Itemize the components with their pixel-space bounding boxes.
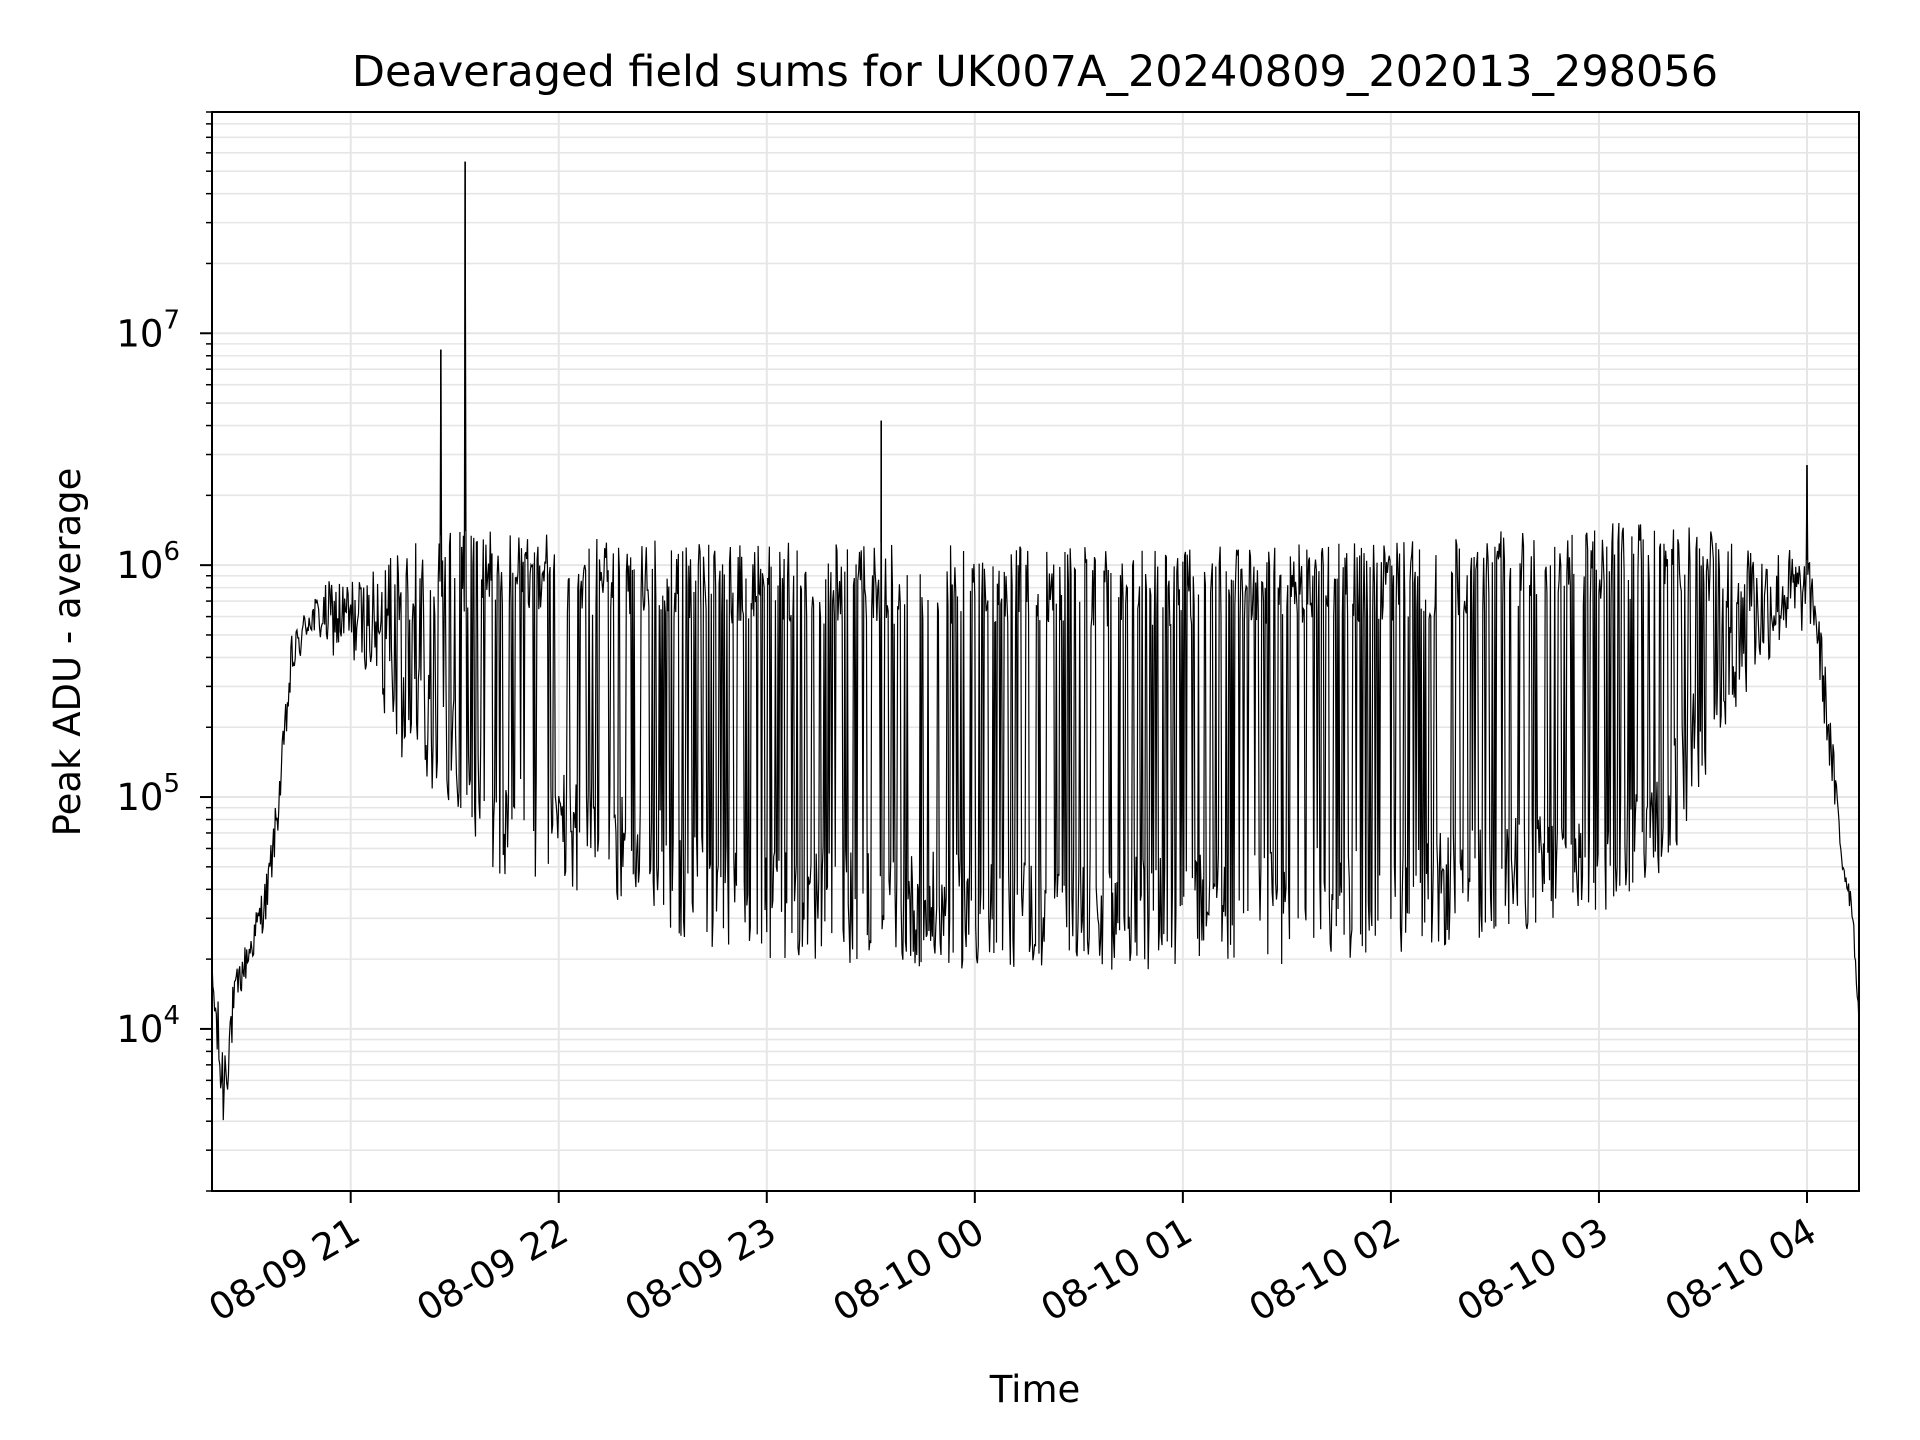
plot-frame (211, 111, 1860, 1192)
data-series-line (212, 161, 1859, 1121)
y-axis-ticks: 104 105 106 107 (116, 111, 212, 1192)
y-tick-label: 105 (116, 769, 180, 819)
y-tick-label: 104 (116, 1001, 180, 1051)
chart-title: Deaveraged field sums for UK007A_2024080… (352, 47, 1718, 97)
y-tick-label: 106 (116, 537, 180, 587)
data-layer (212, 161, 1859, 1121)
y-tick-label: 107 (116, 305, 180, 355)
x-axis-label: Time (989, 1368, 1081, 1411)
y-axis-label: Peak ADU - average (46, 468, 89, 837)
